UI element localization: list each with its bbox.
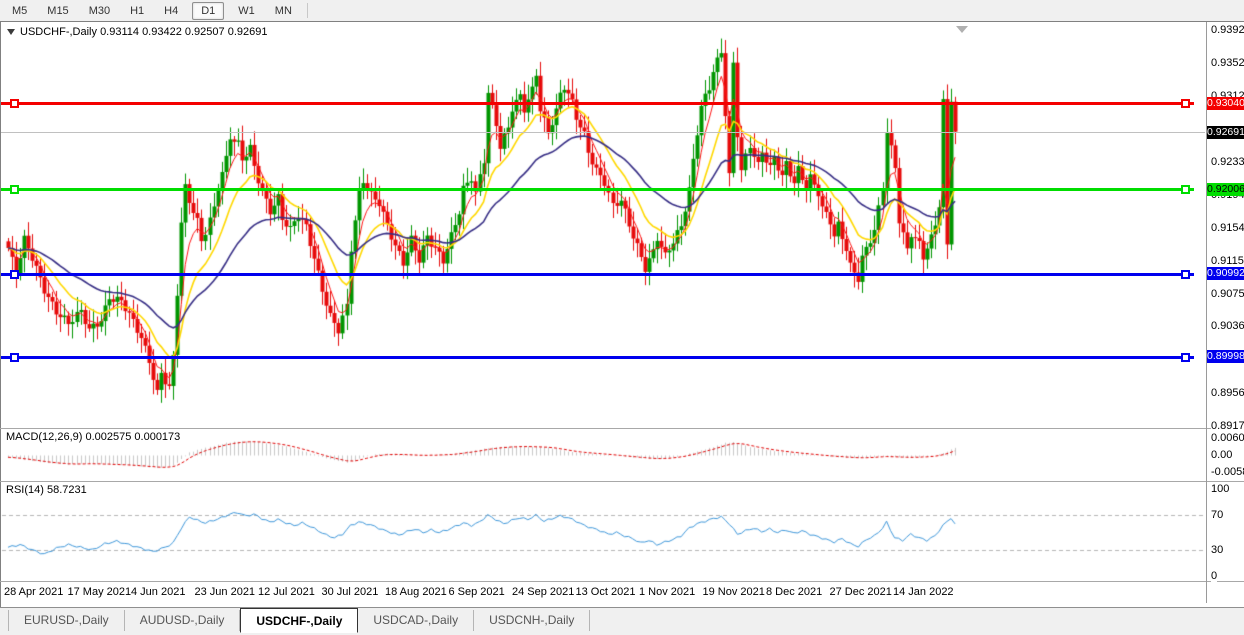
horizontal-level-line-0.89998[interactable] — [1, 352, 1194, 362]
price-axis-separator — [1206, 22, 1207, 603]
timeframe-toolbar: M5 M15 M30 H1 H4 D1 W1 MN — [0, 0, 1244, 21]
timeframe-button-M30[interactable]: M30 — [88, 4, 111, 17]
macd-indicator-label: MACD(12,26,9) 0.002575 0.000173 — [6, 431, 181, 443]
date-label: 17 May 2021 — [67, 586, 132, 598]
line-drag-handle[interactable] — [10, 269, 19, 279]
pane-separator-rsi[interactable] — [0, 481, 1244, 482]
timeframe-button-M15[interactable]: M15 — [47, 4, 69, 17]
chart-symbol-label: USDCHF-,Daily 0.93114 0.93422 0.92507 0.… — [7, 26, 267, 38]
date-label: 1 Nov 2021 — [639, 586, 696, 598]
chart-tab-USDCAD[interactable]: USDCAD-,Daily — [358, 610, 475, 631]
date-label: 28 Apr 2021 — [4, 586, 64, 598]
date-label: 4 Jun 2021 — [131, 586, 186, 598]
timeframe-button-D1[interactable]: D1 — [192, 1, 225, 20]
chart-shift-marker-icon[interactable] — [956, 26, 968, 33]
timeframe-button-W1[interactable]: W1 — [238, 4, 255, 17]
date-label: 23 Jun 2021 — [194, 586, 256, 598]
macd-tick--0.00586: -0.00586 — [1211, 465, 1244, 478]
rsi-tick-100: 100 — [1211, 483, 1230, 495]
date-label: 30 Jul 2021 — [321, 586, 379, 598]
pane-separator-macd[interactable] — [0, 428, 1244, 429]
line-drag-handle[interactable] — [1181, 185, 1190, 195]
date-label: 12 Jul 2021 — [258, 586, 315, 598]
current-price-tag: 0.92691 — [1207, 125, 1244, 139]
chart-tab-USDCNH[interactable]: USDCNH-,Daily — [474, 610, 591, 631]
rsi-tick-0: 0 — [1211, 570, 1218, 582]
chart-menu-dropdown-icon[interactable] — [7, 29, 15, 35]
timeframe-button-MN[interactable]: MN — [274, 4, 292, 17]
date-label: 13 Oct 2021 — [575, 586, 636, 598]
date-label: 6 Sep 2021 — [448, 586, 505, 598]
chart-tab-AUDUSD[interactable]: AUDUSD-,Daily — [125, 610, 241, 631]
date-label: 19 Nov 2021 — [702, 586, 765, 598]
line-drag-handle[interactable] — [10, 352, 19, 362]
horizontal-level-line-0.92006[interactable] — [1, 185, 1194, 195]
timeframe-button-M5[interactable]: M5 — [12, 4, 28, 17]
line-drag-handle[interactable] — [1181, 352, 1190, 362]
horizontal-level-line-0.90992[interactable] — [1, 269, 1194, 279]
pane-separator-bottom — [0, 581, 1244, 582]
level-price-tag-0.92006: 0.92006 — [1207, 182, 1244, 196]
chart-tab-USDCHF[interactable]: USDCHF-,Daily — [240, 608, 359, 633]
date-label: 24 Sep 2021 — [512, 586, 575, 598]
timeframe-button-H1[interactable]: H1 — [130, 4, 145, 17]
line-drag-handle[interactable] — [10, 99, 19, 108]
current-price-line — [1, 132, 1205, 134]
date-label: 27 Dec 2021 — [829, 586, 892, 598]
rsi-indicator-label: RSI(14) 58.7231 — [6, 484, 87, 496]
date-label: 14 Jan 2022 — [893, 586, 954, 598]
line-drag-handle[interactable] — [1181, 99, 1190, 108]
line-drag-handle[interactable] — [1181, 269, 1190, 279]
ohlc-values: 0.93114 0.93422 0.92507 0.92691 — [100, 26, 268, 38]
level-price-tag-0.89998: 0.89998 — [1207, 350, 1244, 363]
price-chart-canvas[interactable] — [0, 22, 1206, 582]
macd-tick-0.00: 0.00 — [1211, 449, 1233, 461]
chart-tabs-bar: EURUSD-,Daily AUDUSD-,Daily USDCHF-,Daily U… — [0, 607, 1244, 635]
level-price-tag-0.90992: 0.90992 — [1207, 267, 1244, 281]
line-drag-handle[interactable] — [10, 185, 19, 195]
rsi-tick-30: 30 — [1211, 543, 1224, 556]
horizontal-level-line-0.93040[interactable] — [1, 99, 1194, 108]
date-label: 8 Dec 2021 — [766, 586, 823, 598]
macd-tick-0.006068: 0.006068 — [1211, 431, 1244, 444]
date-label: 18 Aug 2021 — [385, 586, 447, 598]
level-price-tag-0.93040: 0.93040 — [1207, 96, 1244, 110]
rsi-tick-70: 70 — [1211, 509, 1224, 522]
symbol-period-text: USDCHF-,Daily — [20, 26, 97, 38]
timeframe-button-H4[interactable]: H4 — [164, 4, 179, 17]
toolbar-divider — [306, 3, 308, 18]
chart-tab-EURUSD[interactable]: EURUSD-,Daily — [8, 610, 125, 631]
